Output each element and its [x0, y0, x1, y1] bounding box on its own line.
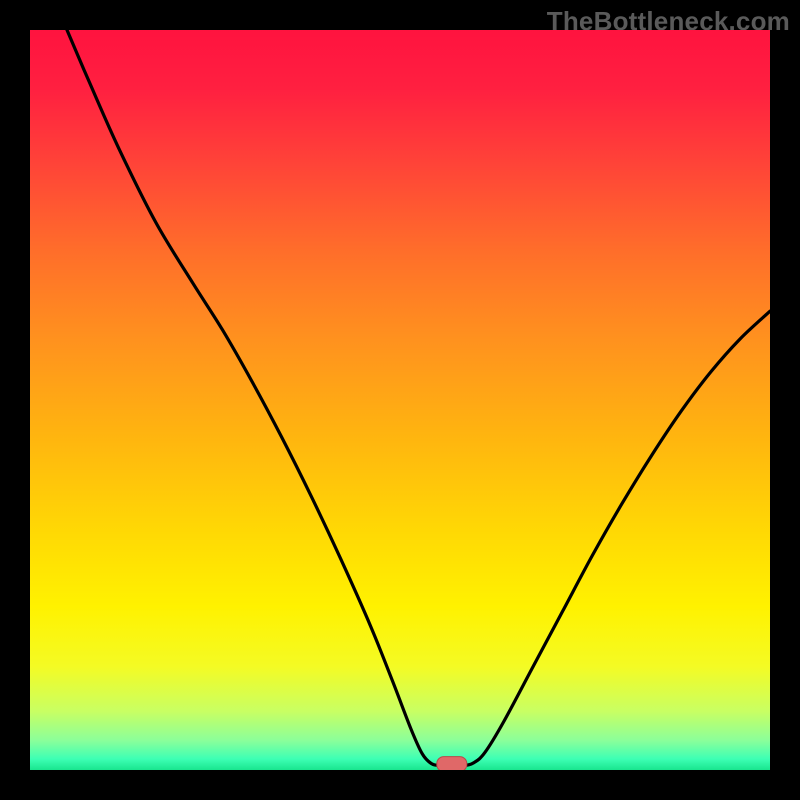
chart-root: TheBottleneck.com [0, 0, 800, 800]
plot-area [30, 30, 770, 770]
optimal-marker [437, 757, 467, 770]
gradient-fill [30, 30, 770, 770]
